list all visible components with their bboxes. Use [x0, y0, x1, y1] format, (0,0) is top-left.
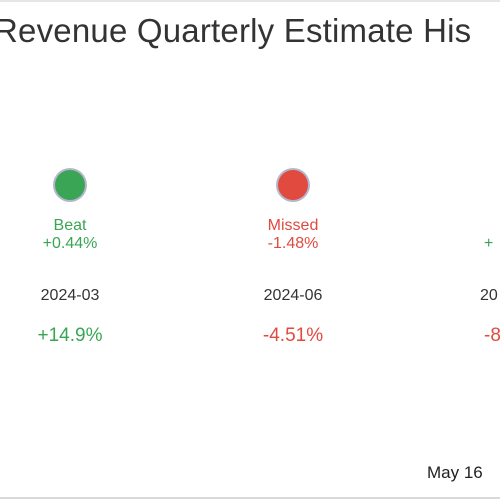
quarter-column-2024-06: Missed -1.48% 2024-06 -4.51%: [233, 170, 353, 347]
period-label: 2024-06: [263, 287, 323, 304]
quarter-column-clipped: + 20 -8: [470, 170, 500, 347]
surprise-value: +: [484, 235, 494, 252]
period-label: 2024-03: [40, 287, 100, 304]
result-label: Missed: [267, 217, 319, 234]
growth-value: -8: [484, 325, 500, 346]
growth-value: -4.51%: [262, 325, 324, 346]
hidden-marker: [470, 170, 500, 200]
top-divider: [0, 0, 500, 2]
chart-title: Revenue Quarterly Estimate His: [0, 12, 472, 49]
surprise-value: -1.48%: [267, 235, 319, 252]
beat-marker: [55, 170, 85, 200]
footer-date: May 16: [427, 463, 483, 482]
result-label: [470, 217, 500, 235]
result-label: Beat: [53, 217, 87, 234]
growth-value: +14.9%: [37, 325, 103, 346]
period-label: 20: [480, 287, 498, 304]
missed-marker: [278, 170, 308, 200]
bottom-divider: [0, 497, 500, 499]
surprise-value: +0.44%: [42, 235, 98, 252]
quarter-column-2024-03: Beat +0.44% 2024-03 +14.9%: [10, 170, 130, 347]
